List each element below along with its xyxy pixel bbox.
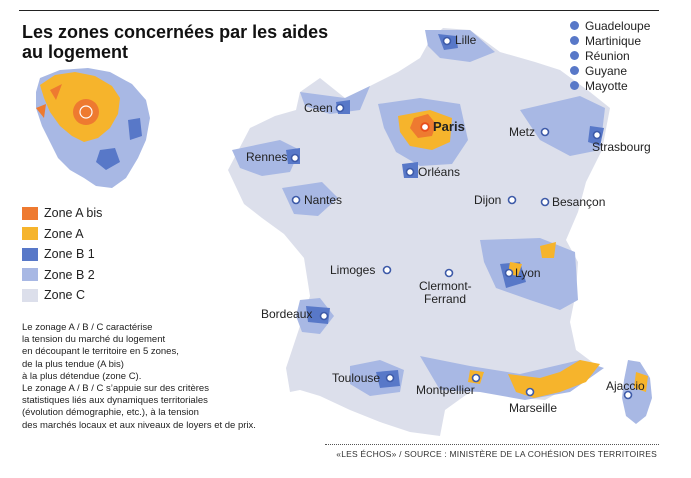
source-divider bbox=[325, 444, 659, 445]
city-markers bbox=[290, 36, 633, 400]
marker-strasbourg bbox=[592, 130, 602, 140]
marker-toulouse bbox=[385, 373, 395, 383]
overseas-territories-list: Guadeloupe Martinique Réunion Guyane May… bbox=[570, 18, 650, 93]
city-label-lille: Lille bbox=[455, 33, 477, 47]
marker-lille bbox=[442, 36, 452, 46]
legend-swatch bbox=[22, 247, 38, 261]
legend-label: Zone B 1 bbox=[44, 247, 95, 262]
territory-dot bbox=[570, 66, 579, 75]
marker-besancon bbox=[540, 197, 550, 207]
territory-dot bbox=[570, 51, 579, 60]
city-label-clermont-line2: Ferrand bbox=[424, 292, 467, 306]
zone-legend: Zone A bis Zone A Zone B 1 Zone B 2 Zone… bbox=[22, 203, 102, 306]
marker-metz bbox=[540, 127, 550, 137]
ile-de-france-inset bbox=[36, 68, 150, 188]
marker-montpellier bbox=[471, 373, 481, 383]
city-label-clermont-line1: Clermont- bbox=[419, 279, 472, 293]
source-credit: «LES ÉCHOS» / SOURCE : MINISTÈRE DE LA C… bbox=[336, 449, 657, 459]
legend-swatch bbox=[22, 227, 38, 241]
city-label-orleans: Orléans bbox=[418, 165, 461, 179]
legend-label: Zone A bbox=[44, 226, 84, 241]
marker-caen bbox=[335, 103, 345, 113]
city-label-toulouse: Toulouse bbox=[332, 371, 381, 385]
legend-label: Zone A bis bbox=[44, 206, 103, 221]
note-line: en découpant le territoire en 5 zones, bbox=[22, 346, 179, 358]
marker-ajaccio bbox=[623, 390, 633, 400]
map-title: Les zones concernées par les aides au lo… bbox=[22, 22, 329, 62]
marker-paris bbox=[420, 122, 430, 132]
legend-swatch bbox=[22, 268, 38, 282]
marker-bordeaux bbox=[319, 311, 329, 321]
legend-item-zone-a-bis: Zone A bis bbox=[22, 203, 102, 224]
city-label-dijon: Dijon bbox=[474, 193, 502, 207]
marker-lyon bbox=[504, 268, 514, 278]
legend-swatch bbox=[22, 288, 38, 302]
city-label-besancon: Besançon bbox=[552, 195, 606, 209]
note-line: (évolution démographie, etc.), à la tens… bbox=[22, 407, 199, 419]
marker-dijon bbox=[507, 195, 517, 205]
marker-rennes bbox=[290, 153, 300, 163]
note-line: la tension du marché du logement bbox=[22, 334, 166, 346]
overseas-item: Mayotte bbox=[570, 78, 650, 93]
legend-item-zone-a: Zone A bbox=[22, 224, 102, 245]
note-line: des marchés locaux et aux niveaux de loy… bbox=[22, 419, 256, 431]
city-label-lyon: Lyon bbox=[515, 266, 541, 280]
marker-nantes bbox=[291, 195, 301, 205]
city-label-marseille: Marseille bbox=[509, 401, 558, 415]
overseas-item: Réunion bbox=[570, 48, 650, 63]
legend-item-zone-b2: Zone B 2 bbox=[22, 265, 102, 286]
legend-item-zone-c: Zone C bbox=[22, 285, 102, 306]
overseas-label: Martinique bbox=[585, 33, 642, 48]
legend-label: Zone C bbox=[44, 288, 85, 303]
top-rule bbox=[19, 10, 659, 11]
overseas-item: Martinique bbox=[570, 33, 650, 48]
territory-dot bbox=[570, 21, 579, 30]
note-line: statistiques liés aux dynamiques territo… bbox=[22, 395, 208, 407]
city-label-limoges: Limoges bbox=[330, 263, 376, 277]
zoning-explanation: Le zonage A / B / C caractérise la tensi… bbox=[22, 322, 322, 432]
note-line: à la plus détendue (zone C). bbox=[22, 370, 142, 382]
city-label-metz: Metz bbox=[509, 125, 536, 139]
territory-dot bbox=[570, 36, 579, 45]
city-label-nantes: Nantes bbox=[304, 193, 343, 207]
overseas-item: Guyane bbox=[570, 63, 650, 78]
city-label-rennes: Rennes bbox=[246, 150, 288, 164]
mainland-france bbox=[228, 28, 610, 436]
city-label-strasbourg: Strasbourg bbox=[592, 140, 651, 154]
overseas-label: Guyane bbox=[585, 63, 628, 78]
note-line: Le zonage A / B / C caractérise bbox=[22, 322, 153, 333]
marker-marseille bbox=[525, 387, 535, 397]
city-label-ajaccio: Ajaccio bbox=[606, 379, 645, 393]
marker-orleans bbox=[405, 167, 415, 177]
overseas-label: Guadeloupe bbox=[585, 18, 651, 33]
city-label-bordeaux: Bordeaux bbox=[261, 307, 313, 321]
territory-dot bbox=[570, 81, 579, 90]
overseas-label: Réunion bbox=[585, 48, 630, 63]
overseas-label: Mayotte bbox=[585, 78, 628, 93]
city-label-caen: Caen bbox=[304, 101, 333, 115]
legend-label: Zone B 2 bbox=[44, 267, 95, 282]
legend-item-zone-b1: Zone B 1 bbox=[22, 244, 102, 265]
marker-limoges bbox=[382, 265, 392, 275]
city-label-paris: Paris bbox=[433, 119, 465, 134]
marker-clermont bbox=[444, 268, 454, 278]
legend-swatch bbox=[22, 206, 38, 220]
note-line: de la plus tendue (A bis) bbox=[22, 358, 124, 370]
overseas-item: Guadeloupe bbox=[570, 18, 650, 33]
note-line: Le zonage A / B / C s’appuie sur des cri… bbox=[22, 383, 209, 395]
city-label-montpellier: Montpellier bbox=[416, 383, 475, 397]
